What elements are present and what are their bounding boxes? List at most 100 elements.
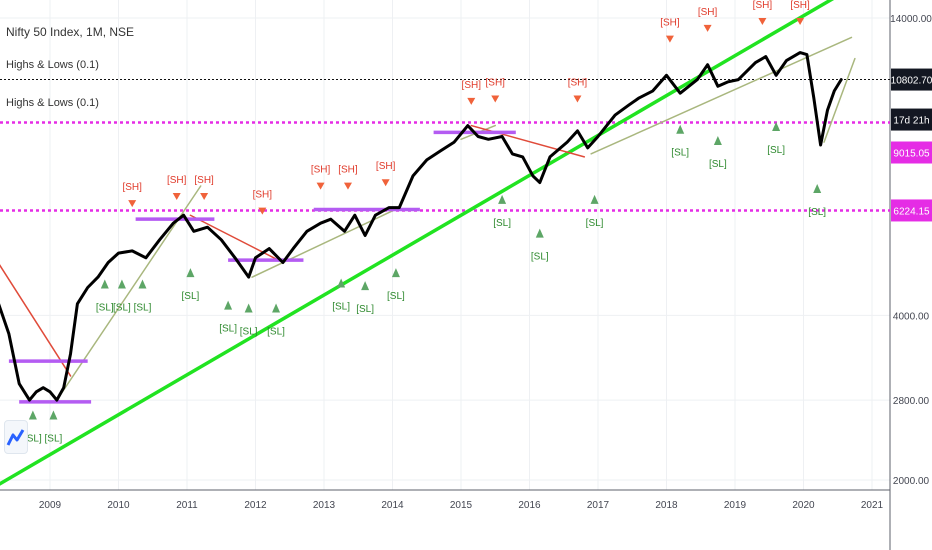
- down-arrow-icon: [796, 18, 805, 25]
- swing-low-label: [SL]: [96, 303, 114, 314]
- x-tick-label: 2021: [861, 500, 884, 511]
- swing-high-marker: [SH]: [167, 175, 187, 200]
- swing-low-marker: [SL]: [767, 121, 785, 156]
- price-tag: 6224.15: [891, 199, 932, 222]
- swing-low-marker: [SL]: [531, 228, 549, 263]
- y-tick-label: 14000.00: [890, 14, 932, 25]
- x-tick-label: 2010: [107, 500, 130, 511]
- up-arrow-icon: [772, 121, 781, 131]
- swing-low-label: [SL]: [356, 304, 374, 315]
- up-arrow-icon: [535, 228, 544, 238]
- up-arrow-icon: [117, 279, 126, 289]
- up-arrow-icon: [186, 268, 195, 278]
- up-arrow-icon: [337, 278, 346, 288]
- swing-high-label: [SH]: [376, 161, 396, 172]
- symbol-title: Nifty 50 Index, 1M, NSE: [6, 25, 135, 39]
- indicator-label-1[interactable]: Highs & Lows (0.1): [6, 59, 99, 71]
- down-arrow-icon: [316, 182, 325, 190]
- swing-low-marker: [SL]: [182, 268, 200, 302]
- price-tag: 9015.05: [891, 141, 932, 164]
- y-tick-label: 2000.00: [893, 476, 930, 487]
- price-tag-text: 6224.15: [893, 206, 930, 217]
- trendline-red: [189, 214, 284, 264]
- swing-low-marker: [SL]: [387, 268, 405, 302]
- swing-low-label: [SL]: [113, 303, 131, 314]
- swing-high-marker: [SH]: [660, 18, 680, 43]
- swing-high-label: [SH]: [338, 165, 358, 176]
- swing-low-label: [SL]: [240, 326, 258, 337]
- swing-high-label: [SH]: [194, 175, 214, 186]
- down-arrow-icon: [491, 95, 500, 103]
- x-tick-label: 2011: [176, 500, 198, 511]
- up-arrow-icon: [361, 281, 370, 291]
- swing-high-label: [SH]: [486, 78, 506, 89]
- down-arrow-icon: [665, 35, 674, 43]
- price-line: [0, 51, 843, 402]
- grid: [0, 0, 890, 490]
- down-arrow-icon: [343, 182, 352, 190]
- swing-high-marker: [SH]: [568, 78, 588, 103]
- x-tick-label: 2019: [724, 500, 747, 511]
- swing-low-marker: [SL]: [586, 194, 604, 229]
- down-arrow-icon: [200, 192, 209, 200]
- swing-low-marker: [SL]: [332, 278, 350, 312]
- swing-low-marker: [SL]: [219, 300, 237, 335]
- x-tick-label: 2013: [313, 500, 336, 511]
- x-tick-label: 2016: [518, 500, 541, 511]
- swing-high-marker: [SH]: [311, 165, 331, 190]
- swing-low-label: [SL]: [808, 207, 826, 218]
- price-tag: 10802.70: [891, 68, 932, 91]
- price-tag-bg: [891, 68, 932, 91]
- x-tick-label: 2009: [39, 500, 62, 511]
- down-arrow-icon: [758, 18, 767, 25]
- swing-low-label: [SL]: [387, 291, 405, 302]
- swing-low-label: [SL]: [45, 434, 63, 445]
- swing-low-label: [SL]: [671, 148, 689, 159]
- swing-high-label: [SH]: [660, 18, 680, 29]
- down-arrow-icon: [128, 200, 137, 208]
- swing-high-label: [SH]: [311, 165, 331, 176]
- swing-high-label: [SH]: [698, 7, 718, 18]
- trendline-olive: [823, 57, 856, 143]
- indicator-label-2[interactable]: Highs & Lows (0.1): [6, 97, 99, 109]
- swing-high-marker: [SH]: [122, 182, 142, 208]
- up-arrow-icon: [138, 279, 147, 289]
- up-arrow-icon: [498, 194, 507, 204]
- swing-low-marker: [SL]: [134, 279, 152, 314]
- swing-high-marker: [SH]: [253, 190, 272, 215]
- x-tick-label: 2014: [381, 500, 404, 511]
- x-tick-label: 2020: [792, 500, 815, 511]
- swing-high-label: [SH]: [753, 0, 773, 11]
- swing-low-label: [SL]: [267, 326, 285, 337]
- swing-low-marker: [SL]: [96, 279, 114, 314]
- price-tag-bg: [891, 141, 932, 164]
- swing-high-label: [SH]: [167, 175, 187, 186]
- tradingview-logo-icon[interactable]: [4, 420, 28, 454]
- up-arrow-icon: [28, 410, 37, 420]
- x-tick-label: 2015: [450, 500, 473, 511]
- swing-low-label: [SL]: [24, 434, 42, 445]
- price-tag-text: 10802.70: [891, 76, 932, 87]
- swing-low-label: [SL]: [219, 324, 237, 335]
- down-arrow-icon: [381, 179, 390, 187]
- swing-low-label: [SL]: [134, 303, 152, 314]
- swing-high-label: [SH]: [122, 182, 142, 193]
- swing-low-marker: [SL]: [24, 410, 42, 445]
- swing-low-marker: [SL]: [356, 281, 374, 315]
- trendline-red: [0, 264, 72, 377]
- swing-high-marker: [SH]: [462, 80, 482, 105]
- swing-low-label: [SL]: [709, 159, 727, 170]
- price-tag-text: 17d 21h: [893, 116, 929, 127]
- swing-high-label: [SH]: [790, 0, 810, 11]
- swing-high-label: [SH]: [462, 80, 482, 91]
- up-arrow-icon: [224, 300, 233, 310]
- swing-low-marker: [SL]: [493, 194, 511, 229]
- swing-high-marker: [SH]: [790, 0, 810, 25]
- swing-high-marker: [SH]: [194, 175, 214, 200]
- price-tag-text: 9015.05: [893, 149, 930, 160]
- y-tick-label: 4000.00: [893, 311, 930, 322]
- up-arrow-icon: [391, 268, 400, 278]
- swing-high-label: [SH]: [568, 78, 588, 89]
- x-tick-label: 2017: [587, 500, 610, 511]
